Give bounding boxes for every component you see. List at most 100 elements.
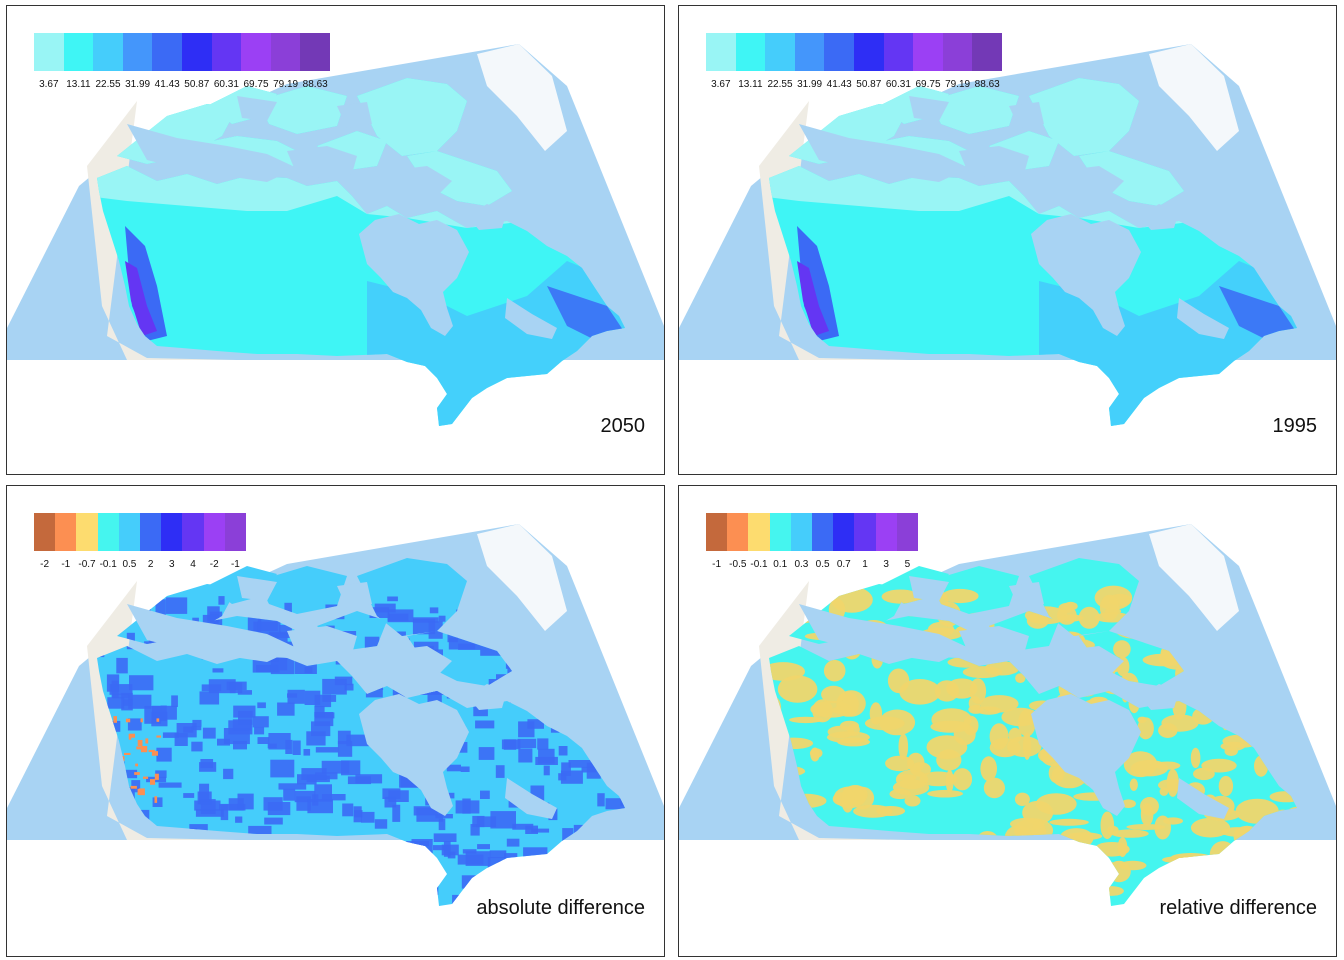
raster-cell	[851, 845, 892, 856]
raster-cell	[1171, 853, 1211, 862]
raster-cell	[885, 755, 915, 772]
raster-cell	[1161, 714, 1199, 732]
raster-cell	[228, 798, 244, 811]
raster-cell	[560, 860, 578, 875]
legend-label: 13.11	[66, 79, 91, 90]
raster-hot-cell	[113, 716, 117, 723]
raster-cell	[951, 863, 982, 875]
raster-cell	[343, 893, 370, 901]
legend-label: 2	[147, 559, 154, 570]
legend-label: 88.63	[302, 79, 328, 90]
raster-cell	[1140, 803, 1154, 826]
raster-cell	[480, 645, 508, 656]
raster-cell	[628, 686, 640, 693]
raster-cell	[872, 884, 890, 891]
raster-cell	[561, 762, 571, 776]
raster-cell	[202, 727, 216, 739]
legend-label: 0.5	[815, 559, 830, 570]
panel-caption: relative difference	[1159, 897, 1318, 919]
raster-hot-cell	[154, 796, 158, 803]
raster-cell	[220, 804, 229, 821]
legend-swatch	[790, 513, 812, 551]
raster-cell	[952, 768, 973, 791]
raster-cell	[831, 706, 852, 714]
raster-cell	[869, 702, 883, 725]
map	[679, 44, 1336, 426]
legend-label: -0.1	[750, 559, 768, 570]
water-body	[959, 146, 1029, 178]
legend-swatch	[203, 513, 225, 551]
map	[679, 524, 1336, 906]
water-body	[359, 214, 469, 336]
panel-caption: 1995	[1272, 415, 1318, 437]
raster-cell	[478, 747, 495, 760]
raster-cell	[369, 607, 390, 618]
raster-cell	[200, 759, 214, 769]
raster-cell	[590, 603, 618, 610]
raster-cell	[560, 845, 581, 858]
legend-label: 0.1	[773, 559, 788, 570]
raster-cell	[233, 740, 247, 750]
raster-cell	[769, 867, 790, 889]
raster-cell	[504, 853, 518, 870]
raster-cell	[158, 782, 182, 788]
raster-cell	[433, 845, 450, 851]
legend-labels: -2 -1 -0.7 -0.1 0.5 2 3 4 -2 -1	[34, 559, 246, 573]
raster-cell	[1078, 606, 1100, 629]
raster-cell	[839, 842, 881, 871]
legend-swatch	[706, 513, 728, 551]
raster-cell	[1049, 818, 1089, 826]
raster-cell	[374, 819, 388, 829]
raster-cell	[382, 857, 398, 871]
legend-swatch	[270, 33, 301, 71]
legend-swatch	[122, 33, 153, 71]
raster-cell	[826, 731, 870, 744]
raster-hot-cell	[156, 735, 161, 738]
raster-cell	[311, 721, 331, 737]
raster-cell	[264, 817, 283, 825]
raster-cell	[1256, 587, 1297, 612]
raster-cell	[107, 697, 125, 709]
water-body	[1031, 694, 1141, 816]
raster-cell	[1070, 866, 1107, 889]
raster-cell	[1107, 860, 1131, 883]
raster-cell	[840, 720, 859, 731]
raster-cell	[112, 693, 130, 699]
raster-cell	[628, 671, 647, 678]
raster-cell	[387, 609, 414, 623]
raster-cell	[234, 872, 253, 884]
raster-cell	[400, 851, 409, 867]
water-body	[127, 604, 297, 662]
raster-cell	[435, 814, 453, 819]
raster-cell	[506, 838, 520, 847]
raster-cell	[881, 589, 920, 604]
raster-cell	[374, 603, 396, 613]
raster-cell	[1035, 793, 1077, 815]
raster-hot-cell	[154, 773, 159, 780]
raster-cell	[447, 851, 456, 859]
raster-cell	[518, 748, 533, 763]
legend-swatch	[241, 33, 271, 71]
raster-cell	[218, 596, 225, 605]
raster-hot-cell	[145, 738, 149, 744]
legend-label: 41.43	[826, 79, 852, 90]
raster-cell	[136, 867, 160, 878]
raster-cell	[562, 828, 574, 842]
water-body	[467, 684, 507, 710]
raster-cell	[476, 816, 497, 828]
raster-cell	[1293, 688, 1297, 701]
raster-cell	[183, 793, 195, 798]
raster-cell	[219, 843, 246, 854]
raster-cell	[841, 787, 855, 813]
raster-cell	[581, 766, 597, 773]
raster-cell	[300, 887, 319, 899]
legend-label: -2	[209, 559, 219, 570]
raster-cell	[634, 700, 660, 715]
raster-cell	[892, 866, 907, 890]
legend-swatch	[211, 33, 242, 71]
raster-cell	[152, 797, 163, 807]
legend-labels: 3.67 13.11 22.55 31.99 41.43 50.87 60.31 69.75 7…	[706, 79, 1002, 93]
raster-cell	[337, 740, 353, 757]
raster-hot-cell	[150, 779, 156, 785]
legend-swatch	[748, 513, 770, 551]
